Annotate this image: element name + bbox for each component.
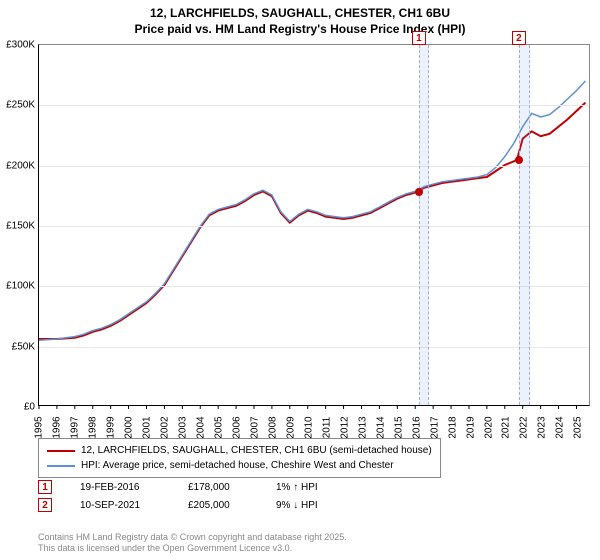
shaded-region: [519, 45, 530, 405]
gridline-h: [39, 286, 589, 287]
x-axis-label: 2008: [267, 416, 278, 438]
x-axis-label: 2001: [141, 416, 152, 438]
x-axis-label: 2015: [393, 416, 404, 438]
chart-container: £0£50K£100K£150K£200K£250K£300K199519961…: [38, 44, 590, 406]
sale-marker-point: [415, 188, 423, 196]
legend-swatch-property: [47, 450, 75, 452]
x-axis-label: 2007: [249, 416, 260, 438]
gridline-h: [39, 105, 589, 106]
chart-lines: [39, 45, 589, 405]
x-axis-label: 2018: [447, 416, 458, 438]
x-axis-label: 2012: [339, 416, 350, 438]
x-axis-label: 2010: [303, 416, 314, 438]
legend: 12, LARCHFIELDS, SAUGHALL, CHESTER, CH1 …: [38, 438, 441, 478]
x-axis-label: 2024: [555, 416, 566, 438]
footnote-row-2: 2 10-SEP-2021 £205,000 9% ↓ HPI: [38, 498, 318, 512]
copyright-line-2: This data is licensed under the Open Gov…: [38, 543, 347, 554]
plot-area: £0£50K£100K£150K£200K£250K£300K199519961…: [38, 44, 590, 406]
x-axis-label: 2002: [159, 416, 170, 438]
legend-label-property: 12, LARCHFIELDS, SAUGHALL, CHESTER, CH1 …: [81, 443, 432, 458]
footnote-price-2: £205,000: [188, 500, 248, 511]
sale-marker-label: 1: [412, 31, 426, 45]
x-axis-label: 1996: [51, 416, 62, 438]
title-address: 12, LARCHFIELDS, SAUGHALL, CHESTER, CH1 …: [0, 6, 600, 22]
x-axis-label: 1998: [87, 416, 98, 438]
footnote-marker-1: 1: [38, 480, 52, 494]
x-axis-label: 2000: [123, 416, 134, 438]
copyright: Contains HM Land Registry data © Crown c…: [38, 532, 347, 554]
x-axis-label: 2014: [375, 416, 386, 438]
y-axis-label: £250K: [1, 100, 35, 111]
x-axis-label: 2005: [213, 416, 224, 438]
gridline-h: [39, 347, 589, 348]
y-axis-label: £50K: [1, 341, 35, 352]
x-axis-label: 2013: [357, 416, 368, 438]
x-axis-label: 1999: [105, 416, 116, 438]
gridline-h: [39, 226, 589, 227]
series-line-price_paid: [39, 103, 585, 339]
legend-label-hpi: HPI: Average price, semi-detached house,…: [81, 458, 394, 473]
footnote-price-1: £178,000: [188, 482, 248, 493]
chart-title-block: 12, LARCHFIELDS, SAUGHALL, CHESTER, CH1 …: [0, 0, 600, 39]
x-axis-label: 2017: [429, 416, 440, 438]
x-axis-label: 2023: [537, 416, 548, 438]
y-axis-label: £150K: [1, 221, 35, 232]
legend-row-property: 12, LARCHFIELDS, SAUGHALL, CHESTER, CH1 …: [47, 443, 432, 458]
title-subtitle: Price paid vs. HM Land Registry's House …: [0, 22, 600, 38]
x-axis-label: 2020: [483, 416, 494, 438]
x-axis-label: 1997: [69, 416, 80, 438]
shaded-region: [419, 45, 429, 405]
y-axis-label: £0: [1, 402, 35, 413]
footnote-date-1: 19-FEB-2016: [80, 482, 160, 493]
legend-row-hpi: HPI: Average price, semi-detached house,…: [47, 458, 432, 473]
legend-swatch-hpi: [47, 465, 75, 467]
x-axis-label: 2022: [519, 416, 530, 438]
footnote-delta-2: 9% ↓ HPI: [276, 500, 318, 511]
y-axis-label: £300K: [1, 40, 35, 51]
footnote-date-2: 10-SEP-2021: [80, 500, 160, 511]
x-axis-label: 2011: [321, 417, 332, 439]
gridline-h: [39, 166, 589, 167]
y-axis-label: £200K: [1, 160, 35, 171]
x-axis-label: 2021: [501, 416, 512, 438]
x-axis-label: 2006: [231, 416, 242, 438]
footnote-marker-2: 2: [38, 498, 52, 512]
series-line-hpi: [39, 81, 585, 340]
sale-marker-label: 2: [512, 31, 526, 45]
x-axis-label: 2019: [465, 416, 476, 438]
x-axis-label: 2004: [195, 416, 206, 438]
x-axis-label: 1995: [34, 416, 45, 438]
sale-marker-point: [515, 156, 523, 164]
x-axis-label: 2003: [177, 416, 188, 438]
x-axis-label: 2025: [573, 416, 584, 438]
y-axis-label: £100K: [1, 281, 35, 292]
x-axis-label: 2016: [411, 416, 422, 438]
footnotes: 1 19-FEB-2016 £178,000 1% ↑ HPI 2 10-SEP…: [38, 480, 318, 516]
copyright-line-1: Contains HM Land Registry data © Crown c…: [38, 532, 347, 543]
footnote-delta-1: 1% ↑ HPI: [276, 482, 318, 493]
footnote-row-1: 1 19-FEB-2016 £178,000 1% ↑ HPI: [38, 480, 318, 494]
x-axis-label: 2009: [285, 416, 296, 438]
